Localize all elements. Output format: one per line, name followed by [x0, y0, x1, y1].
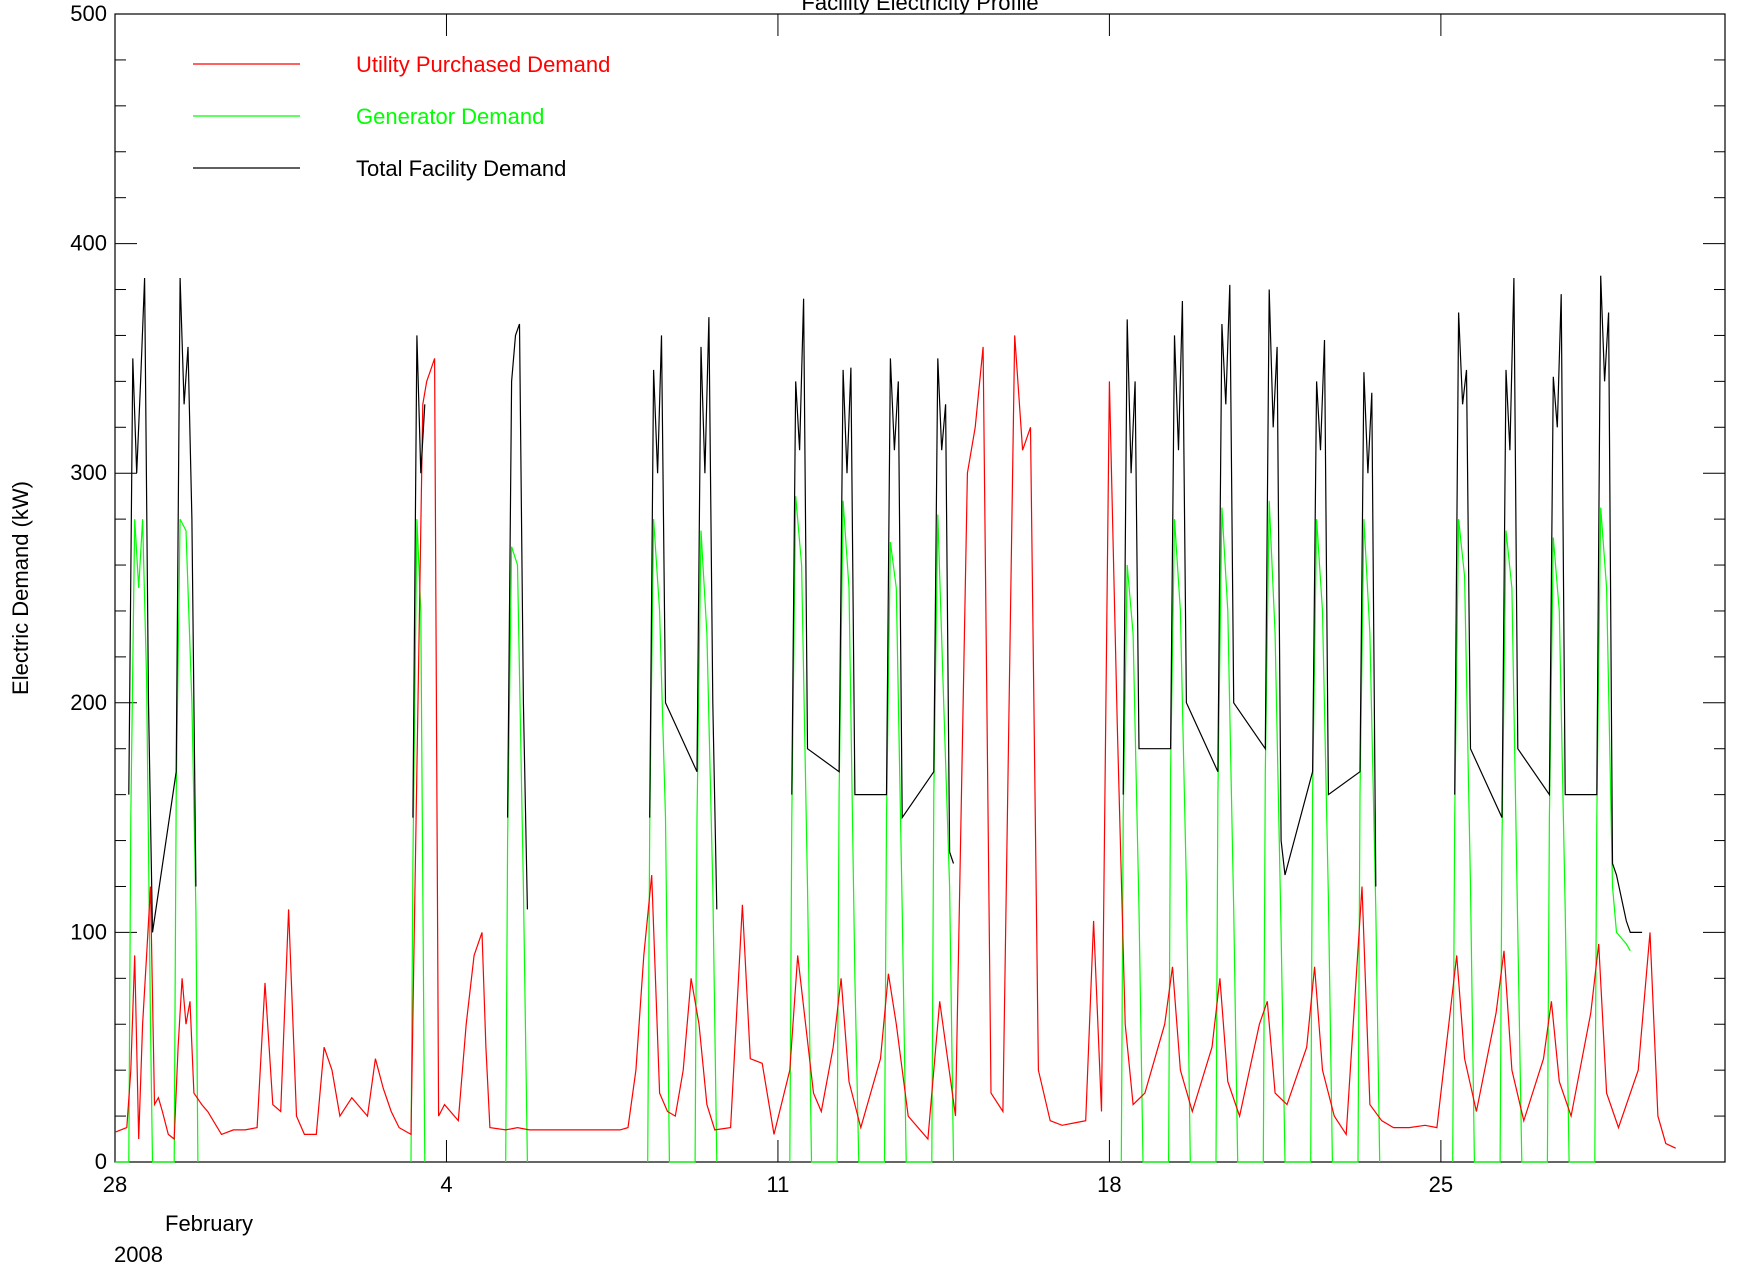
y-tick-label: 100: [70, 919, 107, 944]
y-tick-label: 500: [70, 1, 107, 26]
legend: Utility Purchased Demand Generator Demand…: [193, 52, 610, 181]
series-line-generator-demand: [1120, 500, 1381, 1163]
y-tick-label: 200: [70, 690, 107, 715]
series-line-total-facility-demand: [791, 298, 955, 864]
y-tick-label: 400: [70, 231, 107, 256]
x-axis-year-label: 2008: [114, 1242, 163, 1267]
series-line-total-facility-demand: [507, 323, 528, 910]
series-line-generator-demand: [505, 546, 528, 1163]
x-tick-label: 4: [440, 1172, 452, 1197]
x-tick-label: 11: [767, 1172, 790, 1197]
legend-label: Generator Demand: [356, 104, 544, 129]
series-line-total-facility-demand: [649, 317, 718, 910]
series-line-generator-demand: [410, 519, 426, 1163]
y-tick-label: 0: [95, 1149, 107, 1174]
series-line-total-facility-demand: [412, 335, 426, 818]
plot-frame: [114, 13, 1726, 1163]
legend-label: Utility Purchased Demand: [356, 52, 610, 77]
y-axis-ticks: 0 100 200 300 400 500: [70, 1, 1725, 1174]
series-line-utility-purchased-demand: [114, 335, 1676, 1149]
x-axis-month-label: February: [165, 1211, 253, 1236]
series-line-total-facility-demand: [128, 277, 197, 933]
x-axis-ticks: 28 4 11 18 25: [103, 14, 1453, 1197]
y-axis-title: Electric Demand (kW): [8, 481, 33, 695]
y-tick-label: 300: [70, 460, 107, 485]
series-line-generator-demand: [115, 518, 199, 1163]
series-line-generator-demand: [647, 519, 718, 1163]
series-layer: [114, 275, 1676, 1163]
legend-label: Total Facility Demand: [356, 156, 566, 181]
x-tick-label: 25: [1429, 1172, 1453, 1197]
series-line-total-facility-demand: [1454, 275, 1643, 934]
chart-title: Facility Electricity Profile: [801, 0, 1038, 15]
series-line-generator-demand: [789, 496, 955, 1163]
series-line-generator-demand: [1452, 507, 1631, 1163]
x-tick-label: 18: [1097, 1172, 1121, 1197]
x-tick-label: 28: [103, 1172, 127, 1197]
series-line-total-facility-demand: [1122, 284, 1377, 887]
